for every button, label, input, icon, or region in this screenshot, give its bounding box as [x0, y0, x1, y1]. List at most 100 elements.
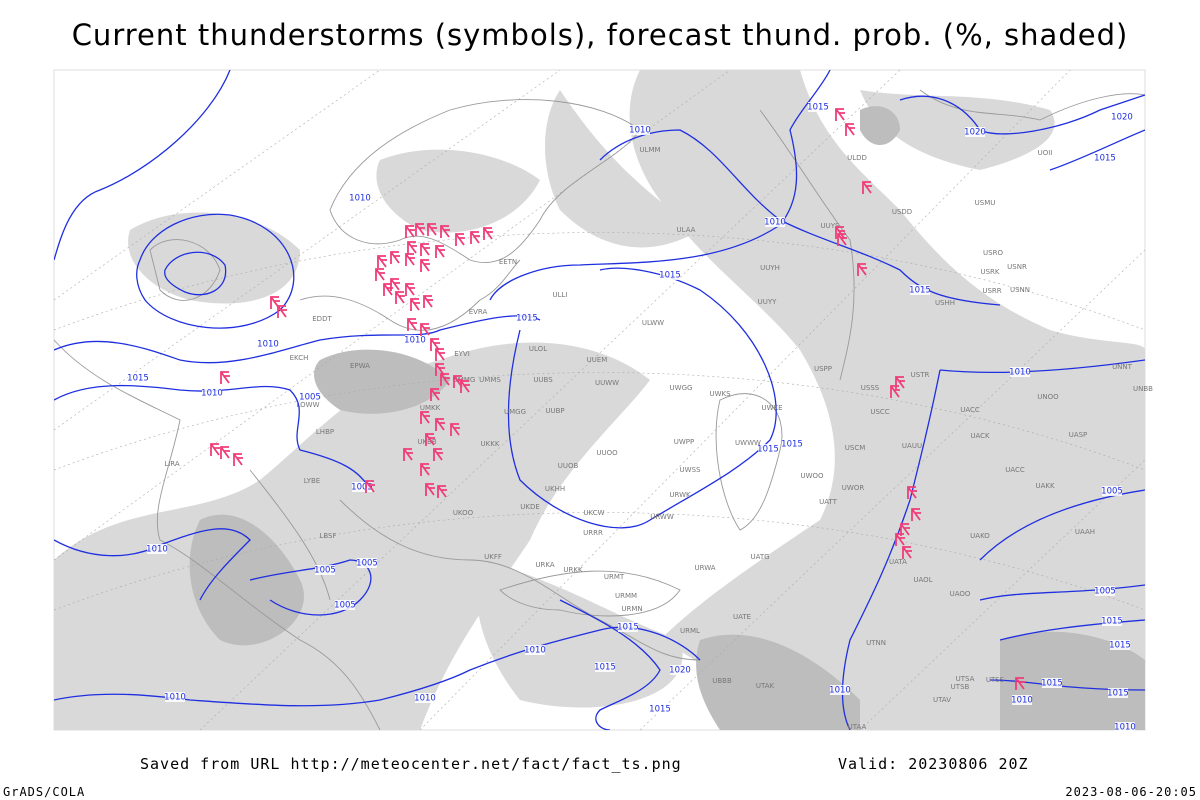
station-code: ULOL	[529, 345, 547, 353]
credit: GrADS/COLA	[3, 785, 85, 799]
station-code: UOII	[1038, 149, 1053, 157]
station-code: USCM	[845, 444, 866, 452]
thunderstorm-symbol	[862, 181, 872, 194]
isobar-label-bg	[1110, 640, 1130, 650]
isobar-label-bg	[147, 544, 167, 554]
station-code: LOWW	[296, 401, 319, 409]
station-code: URKK	[563, 566, 583, 574]
station-code: USDD	[892, 208, 912, 216]
thunderstorm-symbol	[377, 255, 387, 268]
thunderstorm-symbol	[425, 483, 435, 496]
title: Current thunderstorms (symbols), forecas…	[72, 18, 1129, 52]
isobar-label: 1010	[629, 126, 651, 136]
isobar-label-bg	[415, 693, 435, 703]
station-code: URWK	[669, 491, 691, 499]
isobar-label-bg	[670, 665, 690, 675]
isobar-label: 1005	[1094, 587, 1116, 597]
footer: Saved from URL http://meteocenter.net/fa…	[3, 755, 1197, 799]
isobar-label-bg	[1115, 722, 1135, 732]
coastlines	[54, 89, 1145, 730]
thunderstorm-symbol	[220, 371, 230, 384]
station-code: USTR	[911, 371, 930, 379]
station-code: UKKK	[481, 440, 500, 448]
isobar-label-bg	[1012, 695, 1032, 705]
isobar-label: 1005	[356, 559, 378, 569]
station-code: ULWW	[642, 319, 664, 327]
station-code: USNR	[1007, 263, 1027, 271]
thunderstorm-symbol	[420, 463, 430, 476]
isobar-label: 1005	[351, 483, 373, 493]
isobar-label-bg	[782, 439, 802, 449]
station-code: UWPP	[674, 438, 695, 446]
isobar-label: 1015	[1107, 689, 1129, 699]
station-code: UKDE	[520, 503, 540, 511]
station-code: UKBB	[417, 438, 437, 446]
thunderstorm-symbol	[407, 318, 417, 331]
station-code: UTNN	[866, 639, 886, 647]
isobar-label: 1015	[1041, 679, 1063, 689]
station-code: UACK	[970, 432, 990, 440]
station-code: UUYS	[821, 222, 841, 230]
thunderstorm-symbol	[420, 243, 430, 256]
thunderstorm-symbol	[390, 251, 400, 264]
station-code: USNN	[1010, 286, 1030, 294]
station-code: URMN	[621, 605, 642, 613]
station-code: UKFF	[484, 553, 502, 561]
isobar-label: 1005	[299, 393, 321, 403]
thunderstorm-symbol	[420, 411, 430, 424]
thunderstorm-symbol	[483, 227, 493, 240]
thunderstorm-symbol	[423, 295, 433, 308]
thunderstorm-symbol	[420, 323, 430, 336]
isobar-label-bg	[1112, 112, 1132, 122]
station-code: USMU	[975, 199, 996, 207]
station-code: URMT	[604, 573, 625, 581]
station-code: UUOB	[558, 462, 579, 470]
isobar-label: 1010	[414, 694, 436, 704]
thunderstorm-symbol	[383, 283, 393, 296]
timestamp: 2023-08-06-20:05	[1065, 785, 1197, 799]
thunderstorm-symbol	[433, 448, 443, 461]
station-code: UNBB	[1133, 385, 1153, 393]
thunderstorm-symbol	[845, 123, 855, 136]
thunderstorm-symbol	[911, 508, 921, 521]
station-code: URWA	[694, 564, 715, 572]
station-code: UNOO	[1037, 393, 1059, 401]
station-code: UATE	[733, 613, 751, 621]
station-code: ULLI	[553, 291, 568, 299]
thunderstorm-symbol	[407, 241, 417, 254]
station-code: UBBB	[712, 677, 732, 685]
isobar-label-bg	[128, 373, 148, 383]
station-code: EETN	[499, 258, 517, 266]
isobar-label-bg	[300, 392, 320, 402]
thunderstorm-symbol	[233, 453, 243, 466]
isobar-label-bg	[357, 558, 377, 568]
thunderstorm-symbol	[435, 348, 445, 361]
isobar-label: 1015	[516, 314, 538, 324]
isobar-label: 1015	[649, 705, 671, 715]
station-code: ULMM	[639, 146, 660, 154]
station-code: UMMS	[479, 376, 501, 384]
isobar-label: 1020	[1111, 113, 1133, 123]
thunderstorm-symbol	[405, 283, 415, 296]
thunderstorm-symbol	[460, 380, 470, 393]
thunderstorm-symbol	[450, 423, 460, 436]
station-code: URRR	[583, 529, 603, 537]
isobar-label-bg	[1102, 616, 1122, 626]
station-code: USCC	[870, 408, 889, 416]
isobar-label: 1015	[127, 374, 149, 384]
probability-shading	[54, 70, 1145, 730]
station-code: UWKE	[761, 404, 782, 412]
station-code: EYVI	[454, 350, 470, 358]
station-code: UMMG	[453, 376, 476, 384]
station-code: LBSF	[319, 532, 336, 540]
station-code: UTAV	[933, 696, 951, 704]
station-code: UAOO	[950, 590, 971, 598]
thunderstorm-symbol	[390, 278, 400, 291]
isobar-label-bg	[758, 444, 778, 454]
station-code: UMGG	[504, 408, 526, 416]
isobar-label: 1010	[349, 194, 371, 204]
station-code: UUBP	[545, 407, 564, 415]
isobar-label: 1015	[1101, 617, 1123, 627]
isobar-label-bg	[830, 685, 850, 695]
